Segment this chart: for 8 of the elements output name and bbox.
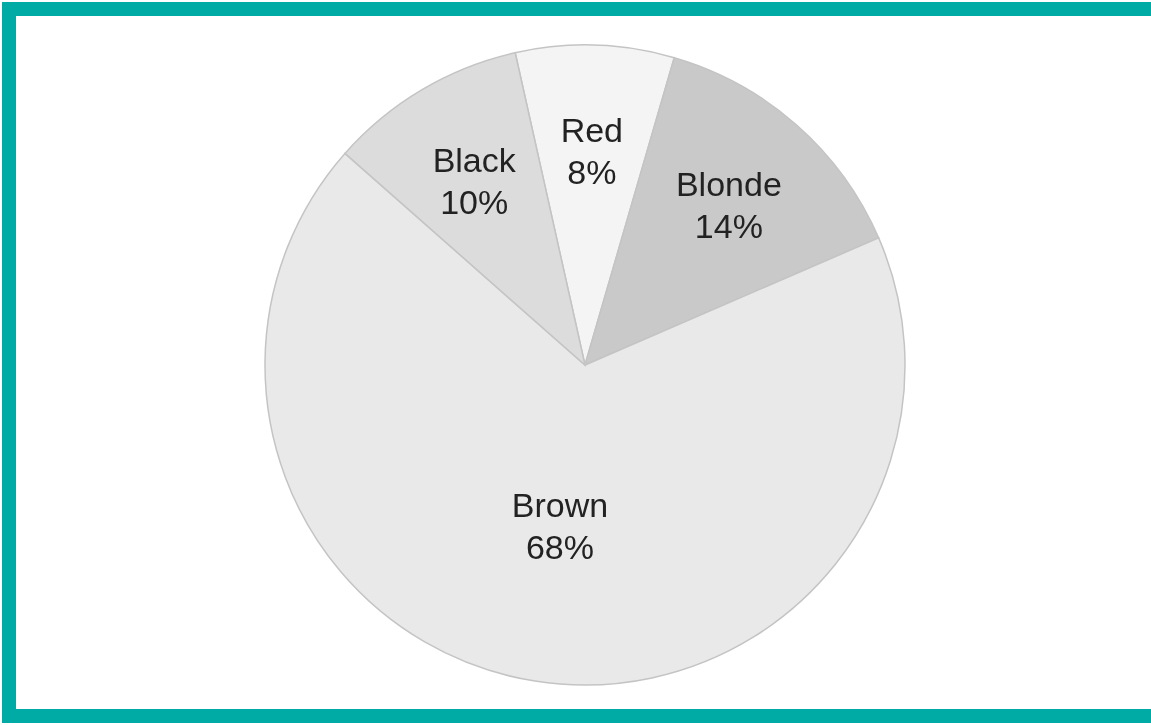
data-label: 10% — [440, 182, 509, 221]
slice-label: Red — [560, 110, 623, 149]
slice-label: Blonde — [675, 164, 782, 203]
slice-label: Brown — [511, 486, 609, 525]
data-label: 68% — [525, 528, 595, 567]
slice-label: Black — [432, 140, 517, 179]
data-label: 14% — [694, 206, 763, 245]
data-label: 8% — [567, 152, 617, 191]
